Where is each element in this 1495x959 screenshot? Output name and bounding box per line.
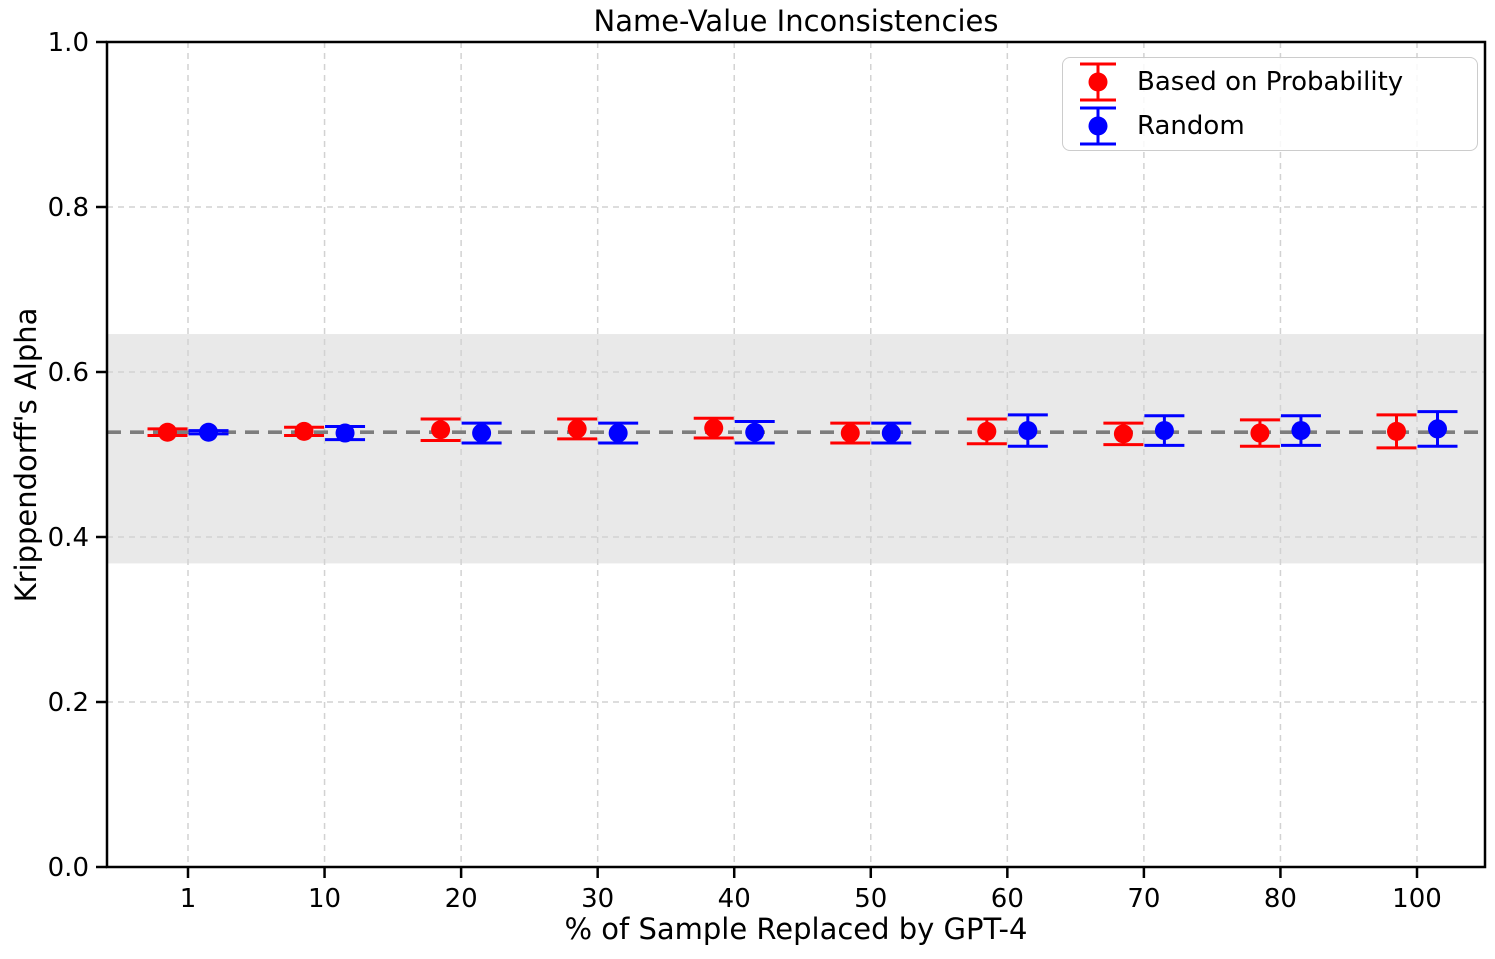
x-tick-label: 40 xyxy=(718,884,751,914)
data-point xyxy=(1154,421,1174,441)
x-tick-label: 10 xyxy=(308,884,341,914)
x-tick-label: 1 xyxy=(180,884,197,914)
legend-item: Based on Probability xyxy=(1075,60,1465,104)
y-tick-label: 0.6 xyxy=(48,358,89,388)
data-point xyxy=(1291,421,1311,441)
x-tick-label: 30 xyxy=(581,884,614,914)
y-tick-label: 0.4 xyxy=(48,523,89,553)
data-point xyxy=(1018,421,1038,441)
data-point xyxy=(335,423,355,443)
y-axis-label: Krippendorff's Alpha xyxy=(9,307,43,603)
shaded-band xyxy=(107,334,1485,564)
legend: Based on Probability Random xyxy=(1062,57,1478,151)
data-point xyxy=(840,423,860,443)
errorbar-marker-icon xyxy=(1080,106,1116,146)
data-point xyxy=(704,418,724,438)
y-tick-label: 0.2 xyxy=(48,688,89,718)
x-tick-label: 60 xyxy=(991,884,1024,914)
data-point xyxy=(1428,419,1447,439)
x-tick-label: 50 xyxy=(854,884,887,914)
data-point xyxy=(567,419,587,439)
legend-item: Random xyxy=(1075,104,1465,148)
legend-label: Random xyxy=(1137,111,1245,141)
data-point xyxy=(977,421,997,441)
x-tick-label: 100 xyxy=(1392,884,1442,914)
data-point xyxy=(199,422,218,442)
data-point xyxy=(881,423,901,443)
errorbar-marker-icon xyxy=(1080,62,1116,102)
data-point xyxy=(158,422,177,442)
data-point xyxy=(745,422,765,442)
legend-label: Based on Probability xyxy=(1137,67,1404,97)
chart-title: Name-Value Inconsistencies xyxy=(593,4,999,38)
x-axis-label: % of Sample Replaced by GPT-4 xyxy=(564,912,1028,946)
data-point xyxy=(1113,424,1133,444)
series-random xyxy=(188,410,1458,448)
data-point xyxy=(608,423,628,443)
x-tick-label: 70 xyxy=(1127,884,1160,914)
data-point xyxy=(294,421,314,441)
data-point xyxy=(472,423,492,443)
x-tick-label: 80 xyxy=(1264,884,1297,914)
series-probability xyxy=(147,413,1417,450)
y-tick-label: 1.0 xyxy=(48,28,89,58)
data-point xyxy=(1250,423,1270,443)
data-point xyxy=(1387,421,1406,441)
y-tick-label: 0.0 xyxy=(48,853,89,883)
y-tick-label: 0.8 xyxy=(48,193,89,223)
x-tick-label: 20 xyxy=(445,884,478,914)
data-point xyxy=(431,420,451,440)
axes-spines xyxy=(105,40,1487,869)
